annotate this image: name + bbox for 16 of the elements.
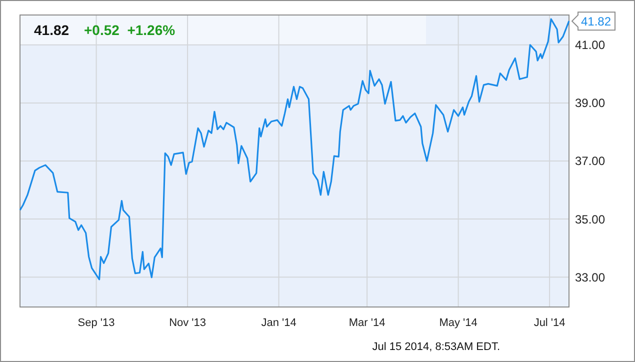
- x-tick-label: Mar '14: [348, 317, 386, 329]
- line-series: [19, 18, 570, 280]
- y-tick-label: 35.00: [575, 212, 606, 226]
- text: 41.82: [34, 22, 70, 38]
- text: +0.52 +1.26%: [84, 22, 176, 38]
- x-tick-label: Nov '13: [169, 317, 206, 329]
- y-tick-label: 41.00: [575, 38, 606, 52]
- x-tick-label: Jul '14: [534, 317, 566, 329]
- y-tick-label: 37.00: [575, 154, 606, 168]
- x-tick-label: Sep '13: [78, 317, 115, 329]
- y-tick-label: 33.00: [575, 270, 606, 284]
- annotation: 41.82: [581, 14, 612, 28]
- text: Jul 15 2014, 8:53AM EDT.: [372, 341, 500, 353]
- y-tick-label: 39.00: [575, 96, 606, 110]
- x-tick-label: Jan '14: [261, 317, 296, 329]
- x-tick-label: May '14: [439, 317, 478, 329]
